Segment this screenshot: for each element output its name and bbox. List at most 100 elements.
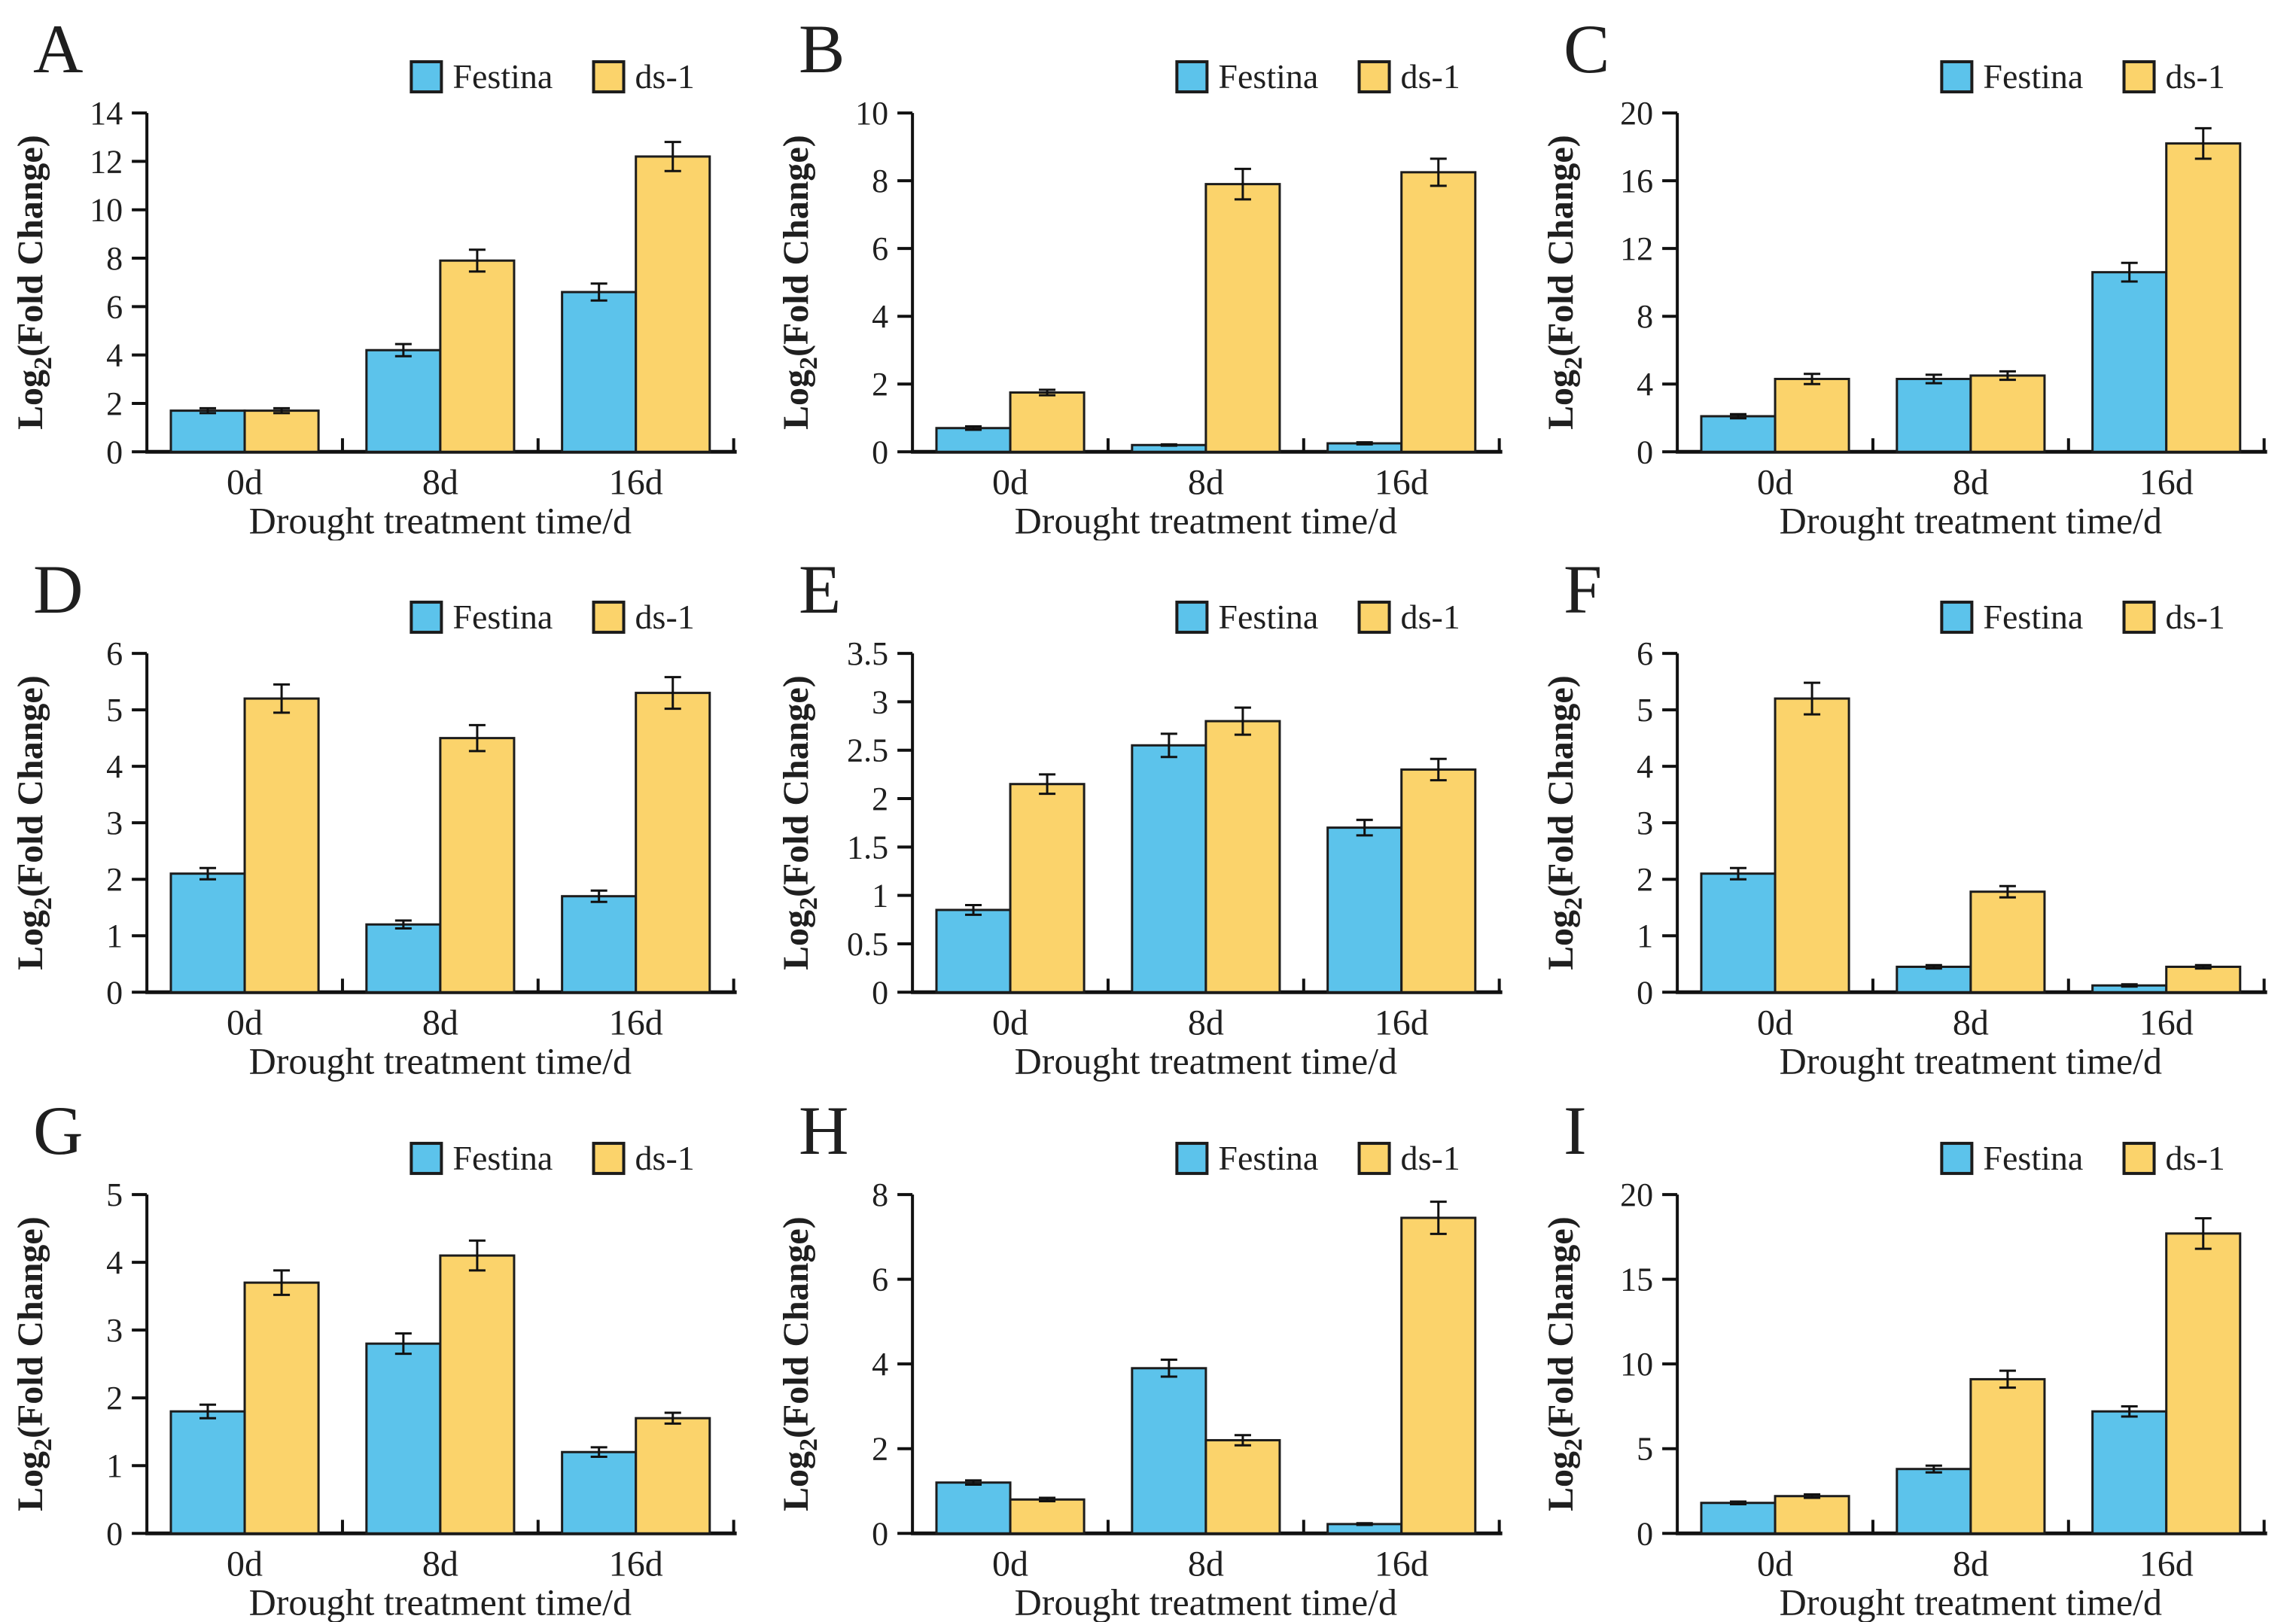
x-tick-label: 8d — [1188, 1544, 1224, 1584]
bar-ds1-0d — [243, 1281, 320, 1535]
bar-festina-16d — [2091, 1410, 2168, 1535]
legend-swatch-ds1 — [1357, 1141, 1391, 1175]
x-tick-label: 16d — [1374, 462, 1428, 502]
legend-swatch-ds1 — [592, 601, 626, 634]
y-tick-label: 5 — [1637, 692, 1653, 729]
panel-H: H Festina ds-1 0 2 4 6 8 0d 8d 16d Drought treatmen… — [765, 1081, 1531, 1622]
y-tick-label: 1 — [106, 1447, 123, 1484]
bar-festina-0d — [1700, 415, 1777, 453]
y-tick-label: 8 — [872, 163, 888, 199]
bar-festina-8d — [1896, 1467, 1972, 1535]
bar-ds1-8d — [1969, 374, 2046, 453]
x-tick-label: 0d — [992, 462, 1028, 502]
x-tick-label: 16d — [609, 1544, 663, 1584]
y-tick-label: 12 — [90, 143, 123, 180]
panel-I: I Festina ds-1 0 5 10 15 20 0d 8d 16d Drought treat… — [1530, 1081, 2296, 1622]
x-tick-label: 8d — [422, 1544, 458, 1584]
legend-label-festina: Festina — [452, 1139, 553, 1177]
panel-B: B Festina ds-1 0 2 4 6 8 10 0d 8d 16d Drought treatm… — [765, 0, 1531, 541]
legend-swatch-festina — [410, 60, 443, 94]
bar-ds1-0d — [1009, 1498, 1086, 1535]
bar-ds1-16d — [2165, 142, 2242, 453]
panel-letter: C — [1564, 11, 1609, 87]
y-tick-label: 20 — [1620, 1176, 1653, 1213]
bar-ds1-16d — [1399, 768, 1476, 994]
legend-label-festina: Festina — [1984, 598, 2084, 636]
legend-swatch-festina — [410, 1141, 443, 1175]
y-tick-label: 0 — [106, 975, 123, 1012]
y-tick-label: 10 — [1620, 1346, 1653, 1383]
y-tick-label: 0 — [1637, 975, 1653, 1012]
bar-festina-16d — [561, 895, 638, 994]
y-tick-label: 1.5 — [847, 829, 888, 866]
x-axis-label: Drought treatment time/d — [249, 499, 632, 540]
y-tick-label: 0 — [106, 434, 123, 470]
y-tick-label: 2 — [872, 781, 888, 817]
chart-E: E Festina ds-1 0 0.5 1 1.5 2 2.5 3 3.5 0d 8d 16dDroug… — [765, 540, 1531, 1082]
legend-swatch-ds1 — [1357, 601, 1391, 634]
panel-C: C Festina ds-1 0 4 8 12 16 20 0d 8d 16d Drought trea… — [1530, 0, 2296, 541]
y-tick-label: 0 — [872, 434, 888, 470]
legend-swatch-ds1 — [592, 60, 626, 94]
bar-festina-0d — [1700, 872, 1777, 994]
y-tick-label: 4 — [872, 1346, 888, 1383]
y-tick-label: 20 — [1620, 95, 1653, 132]
legend-label-festina: Festina — [1218, 57, 1318, 96]
y-tick-label: 10 — [855, 95, 888, 132]
y-tick-label: 2 — [106, 385, 123, 422]
bar-ds1-0d — [1774, 697, 1850, 994]
legend-swatch-ds1 — [2122, 60, 2156, 94]
panel-letter: H — [799, 1092, 848, 1169]
bar-festina-0d — [1700, 1501, 1777, 1535]
y-tick-label: 8 — [106, 240, 123, 277]
x-axis-label: Drought treatment time/d — [1014, 499, 1396, 540]
y-tick-label: 3 — [106, 1312, 123, 1349]
bar-ds1-0d — [1774, 1494, 1850, 1535]
legend-swatch-festina — [1940, 60, 1974, 94]
y-tick-label: 8 — [872, 1176, 888, 1213]
bar-festina-16d — [1326, 826, 1402, 994]
y-tick-label: 6 — [872, 1261, 888, 1298]
bar-ds1-8d — [1969, 890, 2046, 994]
y-tick-label: 3.5 — [847, 635, 888, 672]
legend-label-festina: Festina — [1218, 1139, 1318, 1177]
y-tick-label: 4 — [1637, 748, 1653, 785]
x-tick-label: 16d — [2139, 462, 2194, 502]
bar-festina-16d — [561, 291, 638, 453]
legend-label-ds1: ds-1 — [1400, 1139, 1460, 1177]
y-tick-label: 2 — [1637, 862, 1653, 899]
x-tick-label: 8d — [1188, 1003, 1224, 1043]
y-tick-label: 0 — [872, 975, 888, 1012]
x-axis-label: Drought treatment time/d — [1014, 1040, 1396, 1082]
panel-letter: E — [799, 551, 841, 628]
panel-letter: B — [799, 11, 845, 87]
y-tick-label: 5 — [106, 1176, 123, 1213]
legend-label-ds1: ds-1 — [1400, 598, 1460, 636]
y-tick-label: 2 — [106, 1380, 123, 1417]
panel-letter: F — [1564, 551, 1602, 628]
y-tick-label: 2 — [872, 1430, 888, 1467]
legend-swatch-festina — [1940, 1141, 1974, 1175]
legend-label-festina: Festina — [452, 57, 553, 96]
bar-festina-8d — [1896, 377, 1972, 453]
bar-festina-8d — [1130, 744, 1207, 994]
bar-ds1-8d — [1969, 1377, 2046, 1535]
y-tick-label: 10 — [90, 192, 123, 229]
panel-letter: I — [1564, 1092, 1587, 1169]
legend-swatch-ds1 — [1357, 60, 1391, 94]
x-tick-label: 8d — [1953, 1003, 1989, 1043]
y-axis-label: Log2(Fold Change) — [1541, 676, 1588, 971]
y-axis-label: Log2(Fold Change) — [776, 676, 823, 971]
panel-D: D Festina ds-1 0 1 2 3 4 5 6 0d 8d 16d Drought treatm… — [0, 540, 766, 1082]
x-tick-label: 16d — [609, 1003, 663, 1043]
y-tick-label: 1 — [106, 918, 123, 955]
x-tick-label: 8d — [1188, 462, 1224, 502]
bar-ds1-16d — [1399, 171, 1476, 453]
y-tick-label: 5 — [1637, 1430, 1653, 1467]
bar-ds1-16d — [635, 155, 711, 453]
x-tick-label: 8d — [1953, 1544, 1989, 1584]
legend-label-festina: Festina — [1984, 57, 2084, 96]
